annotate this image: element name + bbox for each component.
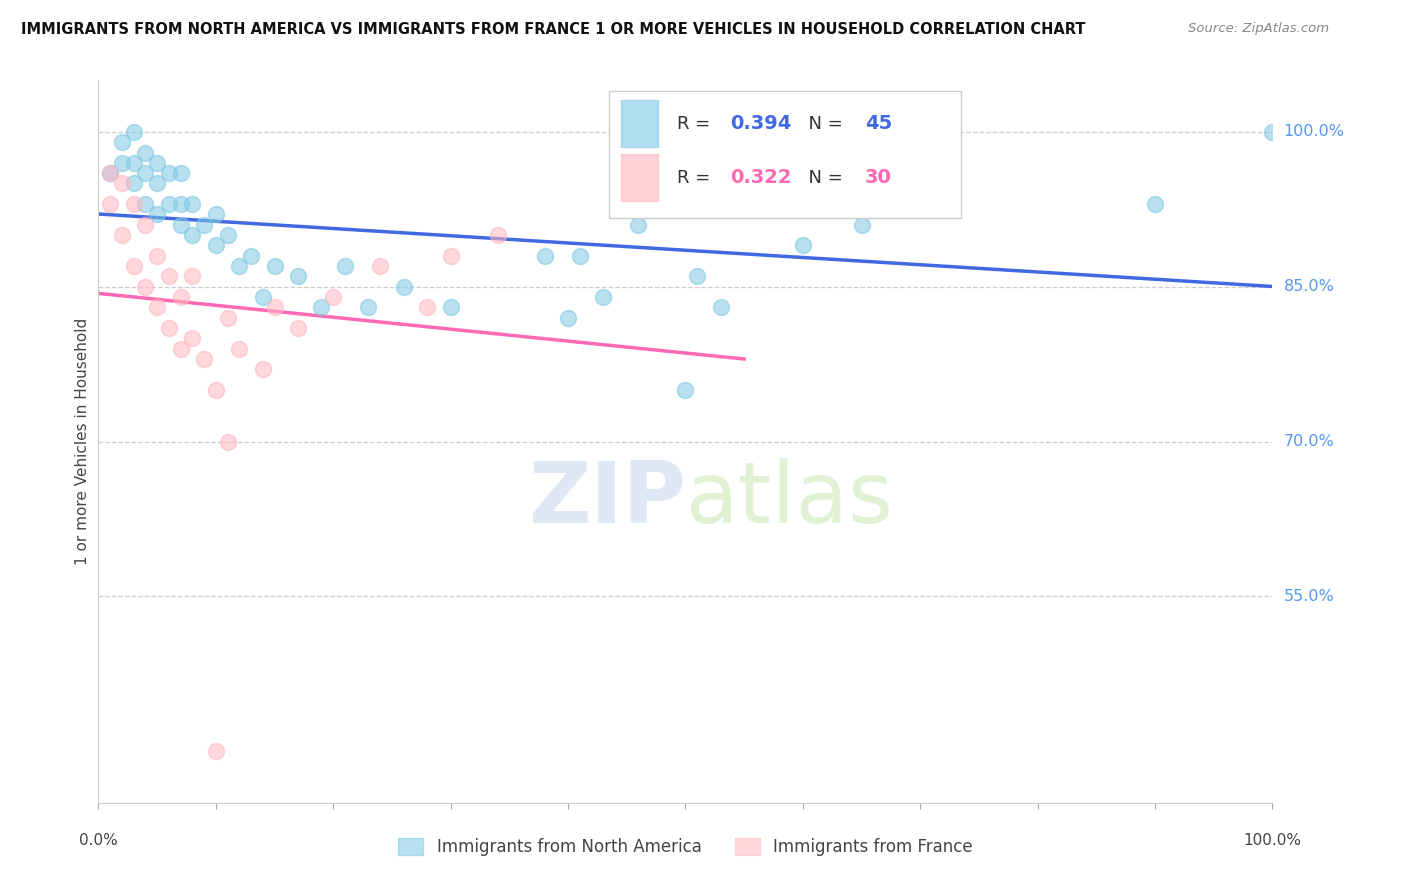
- Point: [205, 207, 228, 221]
- Point: [111, 228, 134, 243]
- Point: [181, 228, 204, 243]
- Point: [134, 145, 156, 160]
- Text: R =: R =: [678, 115, 716, 133]
- Point: [111, 156, 134, 170]
- Text: 100.0%: 100.0%: [1243, 833, 1302, 848]
- Text: 45: 45: [865, 114, 893, 133]
- Point: [228, 259, 250, 273]
- Point: [98, 197, 121, 211]
- Point: [111, 177, 134, 191]
- Point: [205, 238, 228, 252]
- Legend: Immigrants from North America, Immigrants from France: Immigrants from North America, Immigrant…: [391, 831, 980, 863]
- Text: 0.394: 0.394: [730, 114, 792, 133]
- Point: [439, 249, 461, 263]
- Text: IMMIGRANTS FROM NORTH AMERICA VS IMMIGRANTS FROM FRANCE 1 OR MORE VEHICLES IN HO: IMMIGRANTS FROM NORTH AMERICA VS IMMIGRA…: [21, 22, 1085, 37]
- Point: [1261, 125, 1284, 139]
- Point: [122, 177, 145, 191]
- Point: [686, 269, 709, 284]
- Point: [263, 259, 285, 273]
- Point: [157, 166, 180, 180]
- Point: [568, 249, 591, 263]
- Point: [169, 197, 191, 211]
- Text: 85.0%: 85.0%: [1284, 279, 1334, 294]
- Text: 0.0%: 0.0%: [79, 833, 118, 848]
- Point: [368, 259, 391, 273]
- Point: [169, 342, 191, 356]
- Text: 70.0%: 70.0%: [1284, 434, 1334, 449]
- Point: [181, 269, 204, 284]
- Point: [333, 259, 356, 273]
- Point: [134, 166, 156, 180]
- Point: [439, 301, 461, 315]
- Text: Source: ZipAtlas.com: Source: ZipAtlas.com: [1188, 22, 1329, 36]
- Point: [322, 290, 344, 304]
- Point: [169, 166, 191, 180]
- Point: [252, 362, 274, 376]
- Point: [416, 301, 439, 315]
- Text: 55.0%: 55.0%: [1284, 589, 1334, 604]
- Point: [357, 301, 380, 315]
- Point: [228, 342, 250, 356]
- FancyBboxPatch shape: [609, 91, 962, 218]
- Point: [169, 290, 191, 304]
- Point: [181, 331, 204, 345]
- Point: [181, 197, 204, 211]
- Point: [146, 177, 169, 191]
- Point: [627, 218, 650, 232]
- Point: [157, 321, 180, 335]
- Point: [217, 434, 239, 449]
- Point: [193, 218, 215, 232]
- Text: N =: N =: [797, 169, 848, 186]
- Text: 100.0%: 100.0%: [1284, 124, 1344, 139]
- Point: [851, 218, 873, 232]
- Point: [122, 197, 145, 211]
- Point: [122, 156, 145, 170]
- Point: [134, 218, 156, 232]
- Text: ZIP: ZIP: [527, 458, 686, 541]
- Point: [205, 744, 228, 758]
- Point: [98, 166, 121, 180]
- Point: [146, 156, 169, 170]
- Point: [122, 259, 145, 273]
- Point: [193, 351, 215, 366]
- Point: [533, 249, 555, 263]
- Point: [122, 125, 145, 139]
- Text: 30: 30: [865, 169, 891, 187]
- Text: 0.322: 0.322: [730, 169, 792, 187]
- FancyBboxPatch shape: [621, 154, 658, 201]
- Point: [157, 269, 180, 284]
- Text: atlas: atlas: [686, 458, 893, 541]
- Text: N =: N =: [797, 115, 848, 133]
- Point: [217, 310, 239, 325]
- Point: [392, 279, 415, 293]
- Point: [287, 321, 309, 335]
- Point: [146, 249, 169, 263]
- Point: [710, 301, 733, 315]
- Point: [146, 207, 169, 221]
- Y-axis label: 1 or more Vehicles in Household: 1 or more Vehicles in Household: [75, 318, 90, 566]
- Point: [252, 290, 274, 304]
- Point: [157, 197, 180, 211]
- Point: [98, 166, 121, 180]
- Point: [311, 301, 333, 315]
- Point: [1144, 197, 1167, 211]
- Point: [111, 135, 134, 149]
- Point: [263, 301, 285, 315]
- Point: [240, 249, 263, 263]
- Point: [486, 228, 509, 243]
- Point: [287, 269, 309, 284]
- Point: [205, 383, 228, 397]
- Text: R =: R =: [678, 169, 716, 186]
- FancyBboxPatch shape: [621, 100, 658, 147]
- Point: [675, 383, 697, 397]
- Point: [169, 218, 191, 232]
- Point: [217, 228, 239, 243]
- Point: [592, 290, 614, 304]
- Point: [146, 301, 169, 315]
- Point: [134, 197, 156, 211]
- Point: [792, 238, 814, 252]
- Point: [557, 310, 579, 325]
- Point: [134, 279, 156, 293]
